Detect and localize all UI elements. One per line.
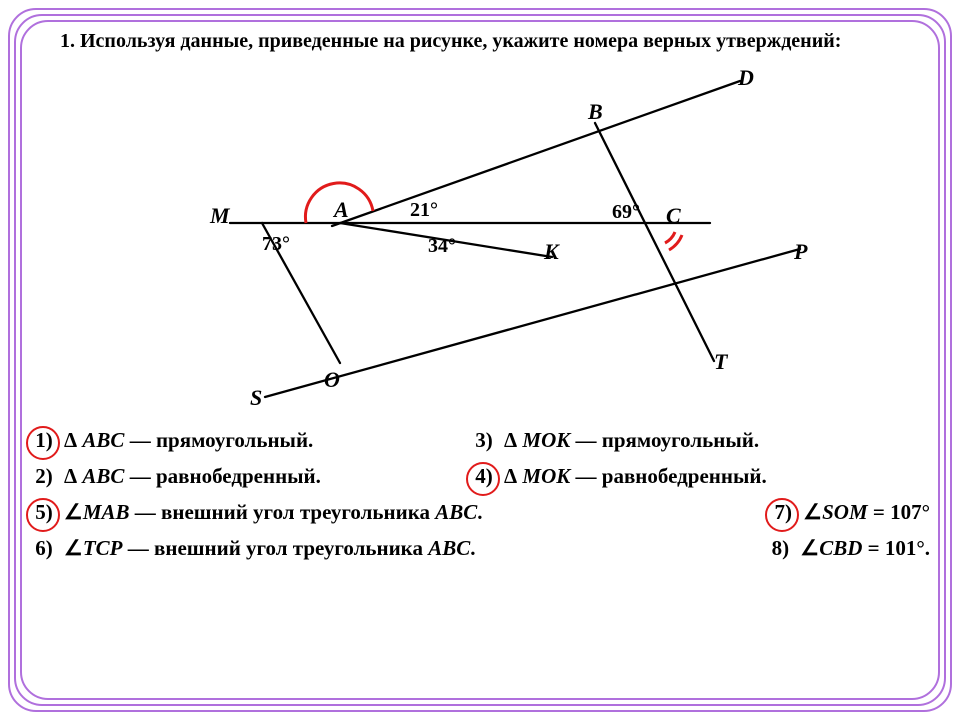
statement-8-eq: = 101°. (868, 537, 930, 559)
statement-7-eq: = 107° (873, 501, 930, 523)
statement-5-row: 5) ∠ MAB — внешний угол треугольника ABC… (30, 501, 930, 523)
angle-icon: ∠ (64, 501, 83, 523)
label-C: C (666, 203, 681, 229)
statement-6-triangle2: ABC (428, 537, 470, 559)
statement-2-number: 2) (30, 465, 58, 487)
label-D: D (738, 65, 754, 91)
question-text: 1. Используя данные, приведенные на рису… (60, 28, 900, 55)
angle-21: 21° (410, 199, 438, 222)
label-S: S (250, 385, 262, 411)
statements-block: 1) Δ ABC — прямоугольный. 3) Δ MOK — пря… (30, 429, 930, 559)
statement-4: 4) Δ MOK — равнобедренный. (470, 465, 930, 487)
angle-69: 69° (612, 201, 640, 224)
statement-6-row: 6) ∠ TCP — внешний угол треугольника ABC… (30, 537, 930, 559)
statement-7-number: 7) (769, 501, 797, 523)
label-B: B (588, 99, 603, 125)
statement-2-triangle: ABC (82, 465, 124, 487)
angle-icon: ∠ (803, 501, 822, 523)
statement-6-number: 6) (30, 537, 58, 559)
statement-3-number: 3) (470, 429, 498, 451)
statement-1-number: 1) (30, 429, 58, 451)
statement-1: 1) Δ ABC — прямоугольный. (30, 429, 470, 451)
angle-34: 34° (428, 235, 456, 258)
statement-3-desc: прямоугольный. (602, 429, 759, 451)
angle-icon: ∠ (800, 537, 819, 559)
label-O: O (324, 367, 340, 393)
statement-3: 3) Δ MOK — прямоугольный. (470, 429, 930, 451)
statement-4-number: 4) (470, 465, 498, 487)
statement-8-angle: CBD (819, 537, 862, 559)
statement-1-desc: прямоугольный. (156, 429, 313, 451)
statement-6-angle: TCP (83, 537, 123, 559)
label-T: T (714, 349, 727, 375)
label-A: A (334, 197, 349, 223)
statement-2-desc: равнобедренный. (156, 465, 321, 487)
statement-1-triangle: ABC (82, 429, 124, 451)
statement-6-desc: внешний угол треугольника (154, 537, 423, 559)
statement-5-triangle2: ABC (435, 501, 477, 523)
label-P: P (794, 239, 807, 265)
statement-5-angle: MAB (83, 501, 130, 523)
statement-7: 7) ∠ SOM = 107° (769, 501, 930, 523)
statement-8-number: 8) (766, 537, 794, 559)
statement-3-triangle: MOK (522, 429, 570, 451)
statement-5-number: 5) (30, 501, 58, 523)
statements-row-2: 2) Δ ABC — равнобедренный. 4) Δ MOK — ра… (30, 465, 930, 487)
statement-4-desc: равнобедренный. (602, 465, 767, 487)
statement-2: 2) Δ ABC — равнобедренный. (30, 465, 470, 487)
question-body: Используя данные, приведенные на рисунке… (80, 30, 841, 52)
statement-4-triangle: MOK (522, 465, 570, 487)
angle-icon: ∠ (64, 537, 83, 559)
diagram-svg (90, 63, 870, 423)
label-M: M (210, 203, 230, 229)
statement-5-desc: внешний угол треугольника (161, 501, 430, 523)
page-content: 1. Используя данные, приведенные на рису… (30, 28, 930, 692)
statements-row-1: 1) Δ ABC — прямоугольный. 3) Δ MOK — пря… (30, 429, 930, 451)
angle-73: 73° (262, 233, 290, 256)
geometry-diagram: D B M A C P K T O S 21° 69° 73° 34° (90, 63, 870, 423)
label-K: K (544, 239, 559, 265)
statement-8: 8) ∠ CBD = 101°. (766, 537, 930, 559)
statement-7-angle: SOM (822, 501, 868, 523)
question-number: 1. (60, 30, 75, 52)
